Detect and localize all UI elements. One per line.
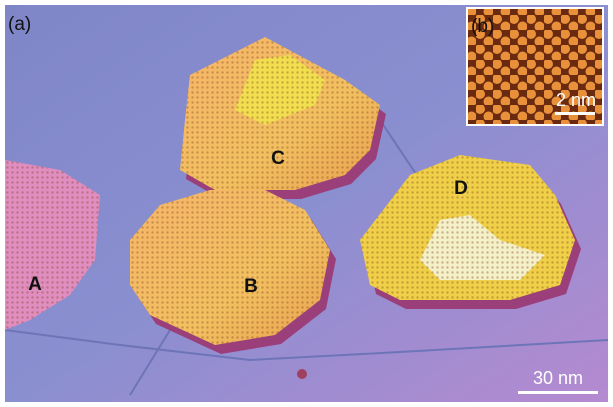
scale-bar-b	[555, 112, 595, 115]
adatom-cluster	[297, 369, 307, 379]
step-edge	[4, 329, 609, 362]
inset-b	[466, 7, 604, 126]
scale-label: 2 nm	[556, 90, 596, 110]
panel-label: (a)	[8, 14, 31, 35]
scale-label: 30 nm	[533, 368, 583, 388]
island-label: B	[244, 276, 258, 297]
island-lattice	[130, 190, 330, 345]
island-label: D	[454, 178, 468, 199]
island-a-lattice	[5, 160, 100, 330]
panel-label: (b)	[471, 16, 494, 37]
island-lattice	[180, 37, 380, 190]
island-lattice	[360, 155, 575, 300]
scale-bar-a	[518, 391, 598, 394]
island-label: A	[28, 274, 42, 295]
step-edge	[129, 119, 421, 396]
island-label: C	[271, 148, 285, 169]
